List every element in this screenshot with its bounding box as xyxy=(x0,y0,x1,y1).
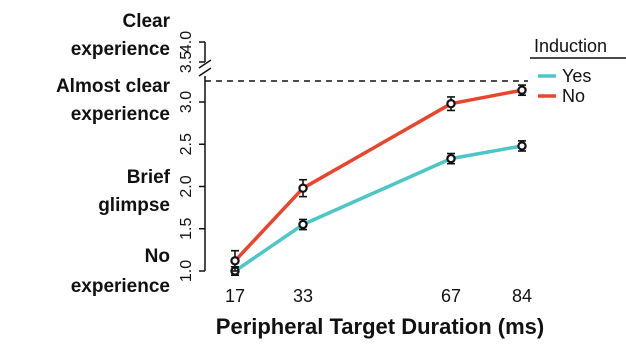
cat-label-no-1: No xyxy=(145,246,170,267)
y-tick-label-0: 1.0 xyxy=(178,260,195,282)
axis-break-mark-lower xyxy=(198,67,212,77)
axis-break-mark-upper xyxy=(198,59,212,69)
legend-label-no: No xyxy=(562,86,585,106)
x-axis-label: Peripheral Target Duration (ms) xyxy=(216,314,544,339)
legend-title: Induction xyxy=(534,36,607,56)
cat-label-no-2: experience xyxy=(71,276,170,297)
series-layer xyxy=(230,84,527,277)
series-no-line xyxy=(233,88,523,263)
x-tick-labels: 17 33 67 84 xyxy=(225,286,532,306)
cat-label-almost-1: Almost clear xyxy=(56,76,171,97)
x-tick-label-0: 17 xyxy=(225,286,245,306)
series-no-point-3 xyxy=(517,85,527,95)
series-no-point-1 xyxy=(298,183,308,193)
cat-label-almost-2: experience xyxy=(71,104,170,125)
y-tick-label-3: 2.5 xyxy=(178,133,195,155)
y-tick-label-6: 4.0 xyxy=(178,31,195,53)
y-tick-label-4: 3.0 xyxy=(178,91,195,113)
cat-label-clear-2: experience xyxy=(71,39,170,60)
category-labels: Clear experience Almost clear experience… xyxy=(56,11,171,297)
series-yes-point-1 xyxy=(298,219,308,230)
series-yes-line xyxy=(234,144,523,273)
y-tick-label-5: 3.5 xyxy=(178,51,195,73)
y-tick-label-2: 2.0 xyxy=(178,175,195,197)
series-yes-point-3 xyxy=(517,141,527,151)
series-no-point-0 xyxy=(230,256,240,266)
series-no-point-2 xyxy=(446,98,456,109)
y-tick-label-1: 1.5 xyxy=(178,218,195,240)
legend-label-yes: Yes xyxy=(562,66,591,86)
cat-label-brief-1: Brief xyxy=(127,167,171,188)
axis-break-marks xyxy=(198,59,212,77)
x-tick-label-2: 67 xyxy=(441,286,461,306)
legend: Induction Yes No xyxy=(530,36,626,106)
cat-label-clear-1: Clear xyxy=(122,11,170,32)
y-axis: 1.0 1.5 2.0 2.5 3.0 3.54.0 xyxy=(178,31,212,282)
series-yes-point-2 xyxy=(446,153,456,164)
cat-label-brief-2: glimpse xyxy=(98,195,170,216)
x-tick-label-1: 33 xyxy=(293,286,313,306)
x-tick-label-3: 84 xyxy=(512,286,532,306)
